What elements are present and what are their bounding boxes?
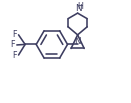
Text: F: F: [12, 51, 16, 60]
Text: N: N: [74, 37, 81, 46]
Text: H: H: [77, 2, 83, 11]
Text: N: N: [75, 4, 81, 13]
Text: F: F: [10, 40, 15, 49]
Text: F: F: [12, 30, 16, 39]
